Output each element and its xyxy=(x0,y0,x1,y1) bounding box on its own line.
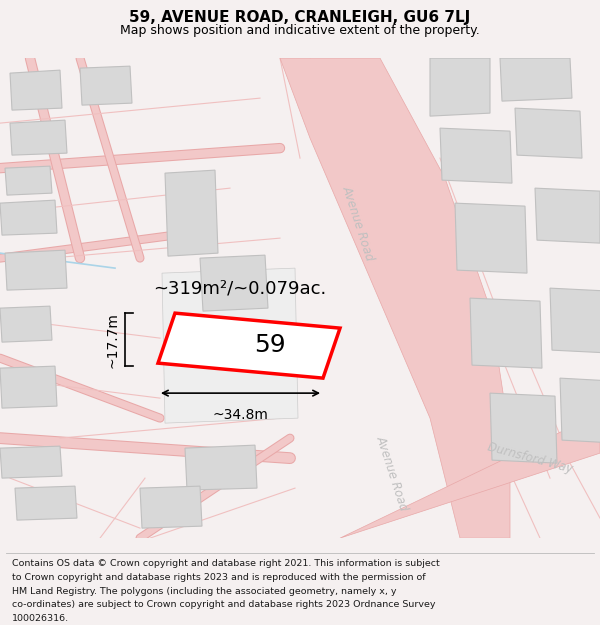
Text: ~17.7m: ~17.7m xyxy=(106,312,120,368)
Polygon shape xyxy=(470,298,542,368)
Polygon shape xyxy=(550,288,600,353)
Polygon shape xyxy=(10,120,67,155)
Polygon shape xyxy=(140,486,202,528)
Polygon shape xyxy=(185,445,257,490)
Polygon shape xyxy=(430,58,490,116)
Text: ~319m²/~0.079ac.: ~319m²/~0.079ac. xyxy=(154,279,326,297)
Polygon shape xyxy=(200,255,268,311)
Text: Contains OS data © Crown copyright and database right 2021. This information is : Contains OS data © Crown copyright and d… xyxy=(12,559,440,568)
Polygon shape xyxy=(162,268,298,423)
Text: 59, AVENUE ROAD, CRANLEIGH, GU6 7LJ: 59, AVENUE ROAD, CRANLEIGH, GU6 7LJ xyxy=(130,10,470,25)
Polygon shape xyxy=(440,128,512,183)
Polygon shape xyxy=(5,250,67,290)
Polygon shape xyxy=(280,58,510,538)
Text: Avenue Road: Avenue Road xyxy=(340,184,376,262)
Polygon shape xyxy=(340,413,600,538)
Text: 100026316.: 100026316. xyxy=(12,614,69,623)
Text: Avenue Road: Avenue Road xyxy=(374,434,410,512)
Text: to Crown copyright and database rights 2023 and is reproduced with the permissio: to Crown copyright and database rights 2… xyxy=(12,573,425,582)
Polygon shape xyxy=(490,393,557,463)
Polygon shape xyxy=(0,366,57,408)
Polygon shape xyxy=(0,306,52,342)
Polygon shape xyxy=(500,58,572,101)
Text: 59: 59 xyxy=(254,333,286,357)
Text: ~34.8m: ~34.8m xyxy=(212,408,268,422)
Polygon shape xyxy=(165,170,218,256)
Polygon shape xyxy=(455,203,527,273)
Text: HM Land Registry. The polygons (including the associated geometry, namely x, y: HM Land Registry. The polygons (includin… xyxy=(12,587,397,596)
Polygon shape xyxy=(5,166,52,195)
Text: Durnsford Way: Durnsford Way xyxy=(486,441,574,476)
Polygon shape xyxy=(560,378,600,443)
Polygon shape xyxy=(515,108,582,158)
Text: co-ordinates) are subject to Crown copyright and database rights 2023 Ordnance S: co-ordinates) are subject to Crown copyr… xyxy=(12,600,436,609)
Polygon shape xyxy=(80,66,132,105)
Polygon shape xyxy=(15,486,77,520)
Polygon shape xyxy=(535,188,600,243)
Polygon shape xyxy=(0,200,57,235)
Text: Map shows position and indicative extent of the property.: Map shows position and indicative extent… xyxy=(120,24,480,37)
Polygon shape xyxy=(0,446,62,478)
Polygon shape xyxy=(10,70,62,110)
Polygon shape xyxy=(158,313,340,378)
